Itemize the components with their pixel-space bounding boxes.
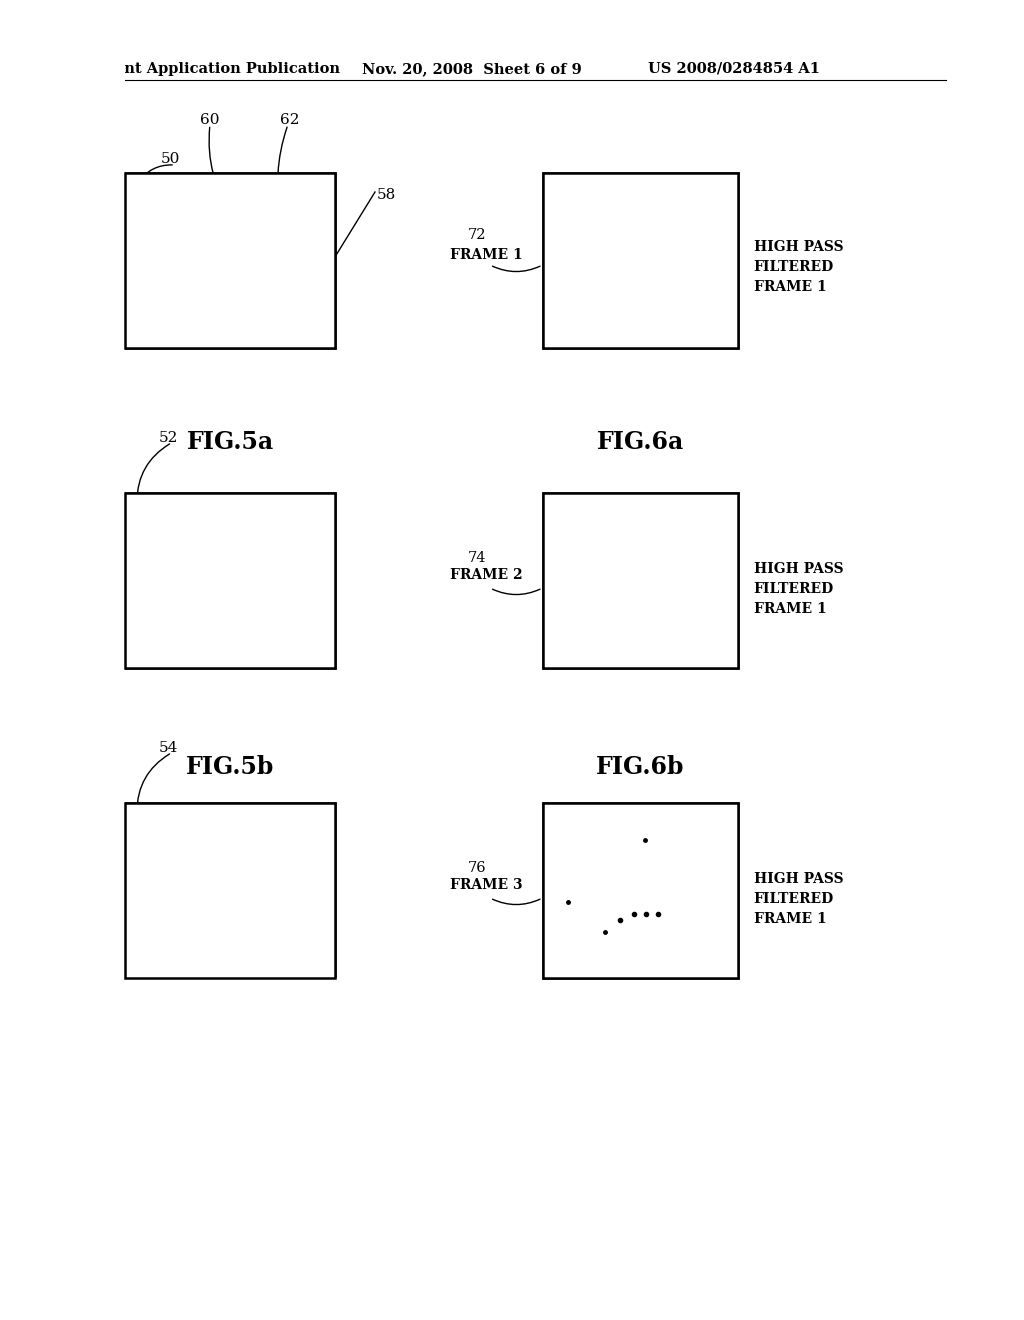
Text: 72: 72	[468, 228, 486, 242]
Text: US 2008/0284854 A1: US 2008/0284854 A1	[648, 62, 820, 77]
Circle shape	[191, 537, 232, 578]
Text: FRAME 1: FRAME 1	[754, 602, 826, 616]
Circle shape	[217, 214, 259, 256]
Text: 50: 50	[161, 152, 179, 166]
Bar	[543, 173, 737, 347]
Bar	[125, 173, 335, 347]
Text: 58: 58	[377, 187, 396, 202]
Bar	[543, 492, 737, 668]
Text: 60: 60	[201, 112, 220, 127]
Text: FIG.6a: FIG.6a	[596, 430, 684, 454]
Bar	[0, 978, 1024, 1320]
Text: 74: 74	[468, 550, 486, 565]
Text: FRAME 3: FRAME 3	[450, 878, 522, 892]
Text: Patent Application Publication: Patent Application Publication	[88, 62, 340, 77]
Circle shape	[159, 849, 198, 887]
Bar	[125, 803, 335, 978]
Bar	[125, 173, 335, 347]
Bar	[125, 492, 335, 668]
Text: HIGH PASS: HIGH PASS	[754, 873, 843, 886]
Bar	[543, 492, 737, 668]
Text: FIG.6c: FIG.6c	[597, 1060, 683, 1084]
Text: 52: 52	[159, 430, 178, 445]
Text: FILTERED: FILTERED	[754, 260, 834, 275]
Bar	[125, 803, 335, 978]
Text: FIG.5a: FIG.5a	[186, 430, 273, 454]
Text: 62: 62	[281, 112, 300, 127]
Circle shape	[244, 540, 280, 576]
Bar	[543, 803, 737, 978]
Text: FRAME 1: FRAME 1	[754, 912, 826, 927]
Text: 54: 54	[159, 741, 178, 755]
Text: FRAME 2: FRAME 2	[450, 568, 522, 582]
Bar	[125, 492, 335, 668]
Text: FILTERED: FILTERED	[754, 892, 834, 906]
Text: FRAME 1: FRAME 1	[754, 280, 826, 294]
Text: FIG.6b: FIG.6b	[596, 755, 684, 779]
Circle shape	[267, 220, 303, 256]
Circle shape	[205, 853, 240, 887]
Bar	[0, 0, 125, 1320]
Bar	[543, 803, 737, 978]
Bar	[543, 173, 737, 347]
Text: HIGH PASS: HIGH PASS	[754, 562, 843, 576]
Text: HIGH PASS: HIGH PASS	[754, 240, 843, 253]
Text: 76: 76	[468, 861, 486, 875]
Text: Nov. 20, 2008  Sheet 6 of 9: Nov. 20, 2008 Sheet 6 of 9	[362, 62, 582, 77]
Text: FILTERED: FILTERED	[754, 582, 834, 597]
Text: FRAME 1: FRAME 1	[450, 248, 522, 261]
Text: 64: 64	[165, 338, 182, 352]
Circle shape	[191, 219, 228, 256]
Text: FIG.5c: FIG.5c	[186, 1060, 273, 1084]
Text: FIG.5b: FIG.5b	[185, 755, 274, 779]
